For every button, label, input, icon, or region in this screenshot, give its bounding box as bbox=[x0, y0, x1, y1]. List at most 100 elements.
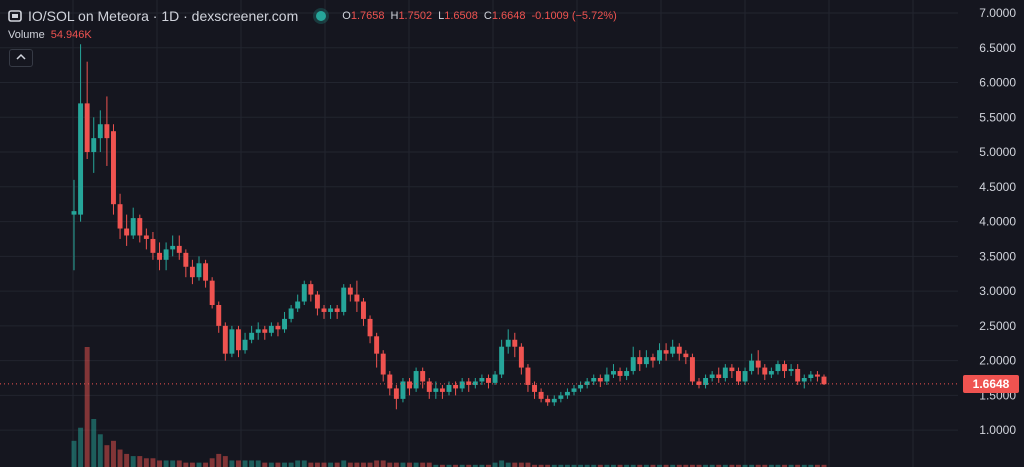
volume-bar bbox=[624, 464, 630, 467]
candle-body bbox=[420, 371, 426, 382]
volume-bar bbox=[104, 445, 110, 467]
volume-bar bbox=[361, 462, 366, 467]
volume-bar bbox=[84, 347, 90, 467]
candle-body bbox=[532, 384, 537, 392]
candle-body bbox=[650, 357, 656, 361]
open-label: O bbox=[342, 10, 351, 22]
candle-body bbox=[630, 357, 636, 372]
volume-bars bbox=[71, 347, 827, 467]
volume-bar bbox=[328, 462, 334, 467]
volume-bar bbox=[564, 464, 570, 467]
volume-bar bbox=[229, 460, 235, 467]
candle-body bbox=[782, 364, 787, 372]
volume-bar bbox=[111, 440, 116, 467]
candle-body bbox=[453, 384, 459, 389]
pair-title: IO/SOL on Meteora · 1D · dexscreener.com bbox=[28, 8, 299, 24]
candle-body bbox=[354, 294, 360, 302]
volume-bar bbox=[512, 462, 518, 467]
close-label: C bbox=[483, 10, 492, 22]
low-label: L bbox=[438, 10, 445, 22]
volume-bar bbox=[749, 464, 755, 467]
candle-body bbox=[301, 284, 307, 302]
change-value: -0.1009 (−5.72%) bbox=[531, 10, 617, 22]
candle-body bbox=[722, 367, 728, 378]
candles bbox=[71, 44, 827, 410]
volume-value: 54.946K bbox=[50, 29, 92, 41]
candle-body bbox=[518, 346, 524, 368]
candle-body bbox=[611, 371, 616, 375]
candle-body bbox=[321, 308, 327, 312]
collapse-legend-button[interactable] bbox=[9, 49, 33, 67]
volume-bar bbox=[591, 464, 597, 467]
price-axis-tick-label: 6.0000 bbox=[979, 76, 1016, 90]
candle-body bbox=[393, 388, 399, 399]
candle-body bbox=[367, 318, 373, 337]
volume-bar bbox=[578, 464, 584, 467]
volume-bar bbox=[795, 464, 801, 467]
candle-body bbox=[255, 329, 261, 333]
volume-bar bbox=[814, 464, 820, 467]
candle-body bbox=[814, 374, 820, 377]
candle-body bbox=[670, 346, 676, 354]
candle-body bbox=[111, 131, 116, 205]
candle-body bbox=[308, 284, 314, 295]
candle-body bbox=[426, 381, 432, 392]
volume-bar bbox=[637, 464, 643, 467]
candle-body bbox=[216, 305, 222, 326]
volume-bar bbox=[426, 462, 432, 467]
candle-body bbox=[262, 329, 268, 333]
volume-bar bbox=[643, 464, 649, 467]
volume-bar bbox=[768, 464, 774, 467]
volume-bar bbox=[203, 462, 209, 467]
candle-body bbox=[808, 374, 814, 378]
volume-bar bbox=[143, 458, 149, 467]
price-axis-tick-label: 5.0000 bbox=[979, 145, 1016, 159]
candle-body bbox=[578, 384, 584, 389]
volume-bar bbox=[183, 462, 189, 467]
candle-body bbox=[591, 378, 597, 382]
volume-bar bbox=[755, 464, 761, 467]
candle-body bbox=[124, 228, 130, 236]
ohlc-readout: O1.7658 H1.7502 L1.6508 C1.6648 -0.1009 … bbox=[342, 10, 617, 22]
candle-body bbox=[703, 378, 709, 385]
volume-bar bbox=[137, 456, 143, 467]
candle-body bbox=[676, 346, 682, 354]
volume-bar bbox=[130, 456, 136, 467]
volume-bar bbox=[663, 464, 669, 467]
volume-legend: Volume 54.946K bbox=[8, 29, 92, 41]
candle-body bbox=[268, 325, 274, 333]
candle-body bbox=[400, 381, 406, 399]
volume-bar bbox=[689, 464, 695, 467]
candle-body bbox=[84, 103, 90, 153]
candle-body bbox=[91, 138, 97, 153]
volume-bar bbox=[611, 464, 616, 467]
price-axis-tick-label: 3.0000 bbox=[979, 284, 1016, 298]
volume-bar bbox=[209, 458, 215, 467]
chart-header: IO/SOL on Meteora · 1D · dexscreener.com… bbox=[8, 6, 617, 26]
candle-body bbox=[643, 357, 649, 365]
volume-bar bbox=[321, 462, 327, 467]
volume-bar bbox=[275, 462, 281, 467]
candle-body bbox=[545, 398, 551, 403]
candle-body bbox=[407, 381, 412, 389]
candle-body bbox=[499, 346, 505, 375]
volume-bar bbox=[393, 462, 399, 467]
candle-body bbox=[170, 245, 176, 250]
chevron-up-icon bbox=[16, 53, 26, 64]
candle-body bbox=[288, 308, 294, 319]
volume-bar bbox=[604, 464, 610, 467]
price-axis[interactable]: 1.00001.50002.00002.50003.00003.50004.00… bbox=[979, 6, 1016, 437]
volume-bar bbox=[453, 464, 459, 467]
candle-body bbox=[150, 238, 156, 253]
volume-bar bbox=[222, 456, 228, 467]
volume-bar bbox=[334, 462, 340, 467]
volume-bar bbox=[479, 464, 485, 467]
candle-body bbox=[821, 376, 827, 385]
candle-body bbox=[801, 378, 807, 382]
candle-body bbox=[775, 364, 781, 372]
candle-body bbox=[637, 357, 643, 365]
volume-bar bbox=[499, 460, 505, 467]
volume-bar bbox=[387, 462, 393, 467]
candle-body bbox=[492, 374, 498, 383]
